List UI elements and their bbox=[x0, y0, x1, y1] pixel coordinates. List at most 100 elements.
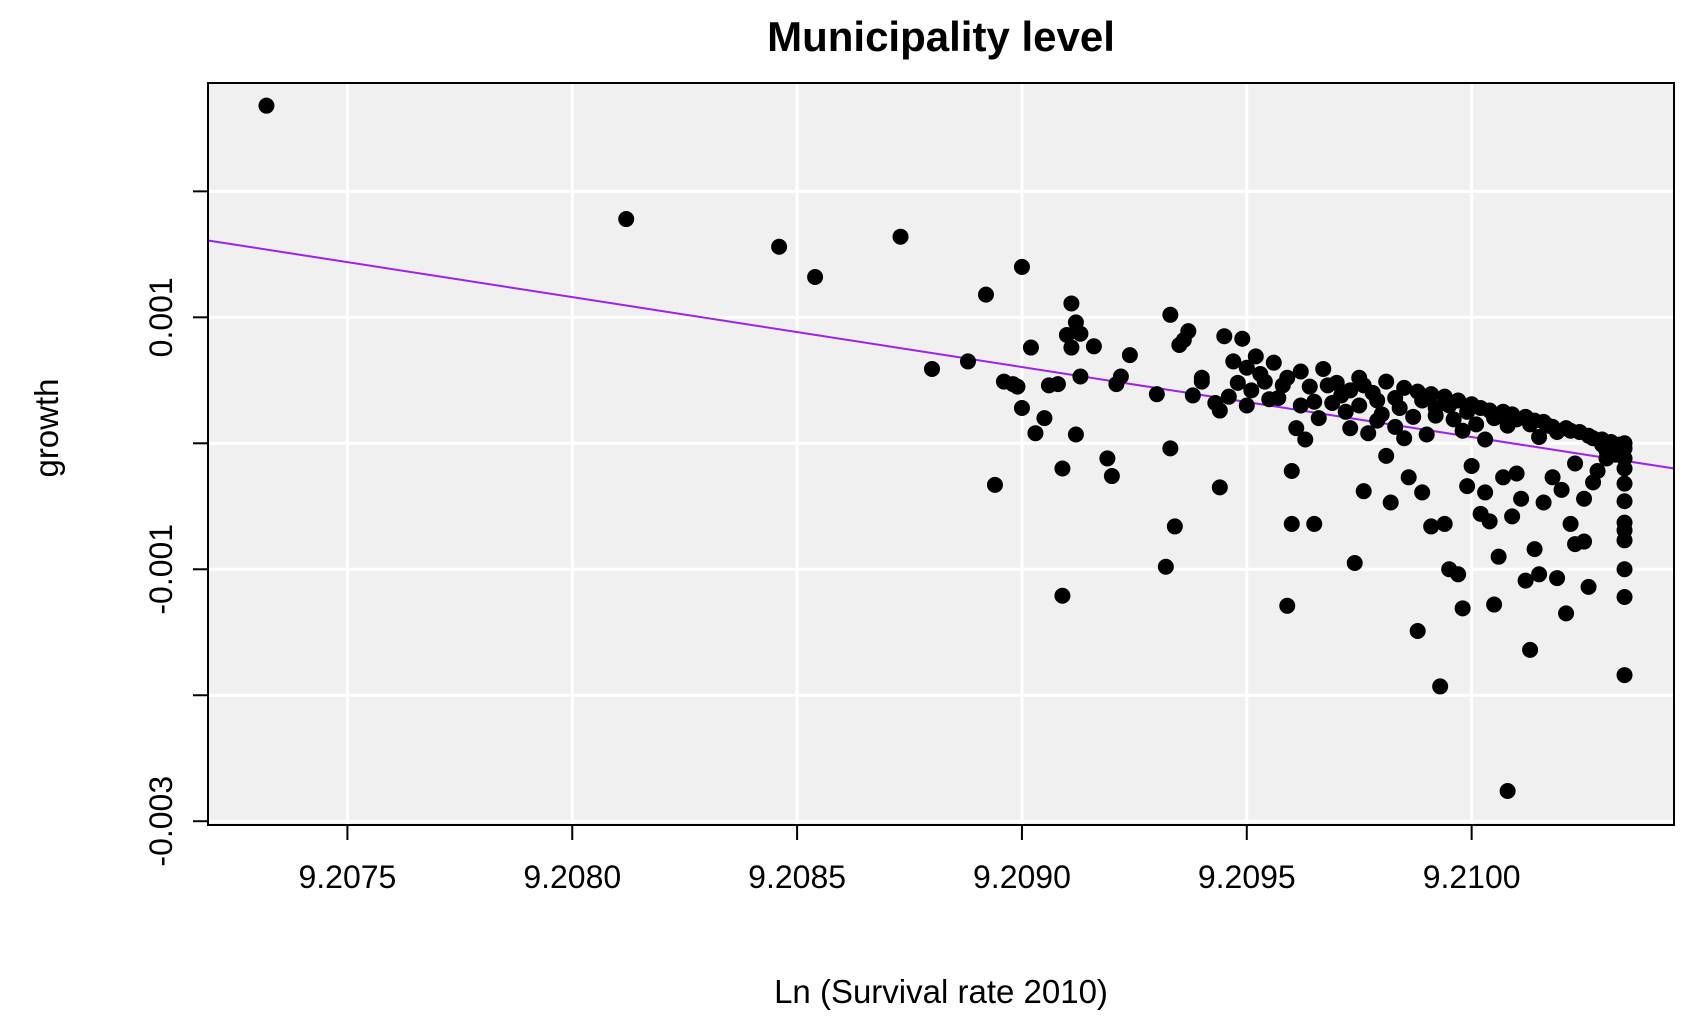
data-point bbox=[1247, 348, 1264, 365]
data-point bbox=[1342, 420, 1359, 437]
data-point bbox=[1522, 641, 1539, 658]
data-point bbox=[1423, 518, 1440, 535]
data-point bbox=[258, 97, 275, 114]
data-point bbox=[1099, 450, 1116, 467]
data-point bbox=[1049, 376, 1066, 393]
data-point bbox=[1009, 378, 1026, 395]
x-axis: 9.2075 9.2080 9.2085 9.2090 9.2095 9.2100 bbox=[298, 824, 1521, 895]
data-point bbox=[959, 353, 976, 370]
data-point bbox=[1306, 515, 1323, 532]
data-point bbox=[1256, 373, 1273, 390]
data-point bbox=[1162, 440, 1179, 457]
data-point bbox=[1279, 369, 1296, 386]
data-point bbox=[1454, 600, 1471, 617]
data-point bbox=[1526, 541, 1543, 558]
plot-panel bbox=[208, 83, 1674, 825]
y-axis-label: growth bbox=[28, 378, 65, 477]
data-point bbox=[1576, 490, 1593, 507]
data-point bbox=[1486, 596, 1503, 613]
data-point bbox=[1027, 425, 1044, 442]
data-point bbox=[1544, 469, 1561, 486]
data-point bbox=[1508, 465, 1525, 482]
data-point bbox=[1427, 400, 1444, 417]
x-tick-label: 9.2100 bbox=[1423, 859, 1521, 895]
data-point bbox=[1378, 447, 1395, 464]
data-point bbox=[1459, 478, 1476, 495]
data-points bbox=[258, 97, 1633, 799]
data-point bbox=[1468, 416, 1485, 433]
data-point bbox=[1013, 258, 1030, 275]
data-point bbox=[1387, 418, 1404, 435]
data-point bbox=[1112, 368, 1129, 385]
data-point bbox=[1121, 347, 1138, 364]
data-point bbox=[1517, 572, 1534, 589]
data-point bbox=[977, 286, 994, 303]
data-point bbox=[1549, 570, 1566, 587]
data-point bbox=[1477, 484, 1494, 501]
data-point bbox=[1234, 330, 1251, 347]
data-point bbox=[1463, 457, 1480, 474]
data-point bbox=[1400, 469, 1417, 486]
data-point bbox=[1022, 339, 1039, 356]
data-point bbox=[1531, 566, 1548, 583]
data-point bbox=[1072, 368, 1089, 385]
data-point bbox=[1216, 328, 1233, 345]
data-point bbox=[1531, 428, 1548, 445]
data-point bbox=[1396, 430, 1413, 447]
data-point bbox=[1580, 578, 1597, 595]
data-point bbox=[1391, 400, 1408, 417]
data-point bbox=[1616, 561, 1633, 578]
y-axis: -0.003 -0.001 0.001 bbox=[143, 190, 209, 867]
data-point bbox=[1535, 494, 1552, 511]
x-axis-label: Ln (Survival rate 2010) bbox=[774, 973, 1108, 1010]
data-point bbox=[1292, 363, 1309, 380]
data-point bbox=[1378, 373, 1395, 390]
data-point bbox=[1184, 387, 1201, 404]
y-tick-label: 0.001 bbox=[143, 277, 179, 357]
data-point bbox=[1283, 463, 1300, 480]
x-tick-label: 9.2095 bbox=[1198, 859, 1296, 895]
data-point bbox=[1148, 386, 1165, 403]
data-point bbox=[1589, 463, 1606, 480]
data-point bbox=[1369, 392, 1386, 409]
data-point bbox=[1450, 392, 1467, 409]
chart-title: Municipality level bbox=[767, 13, 1115, 60]
data-point bbox=[1382, 494, 1399, 511]
data-point bbox=[1616, 588, 1633, 605]
data-point bbox=[1103, 468, 1120, 485]
data-point bbox=[1373, 406, 1390, 423]
data-point bbox=[1436, 515, 1453, 532]
data-point bbox=[1072, 325, 1089, 342]
data-point bbox=[1562, 515, 1579, 532]
data-point bbox=[986, 476, 1003, 493]
data-point bbox=[1405, 408, 1422, 425]
data-point bbox=[1342, 382, 1359, 399]
data-point bbox=[1063, 295, 1080, 312]
data-point bbox=[1243, 382, 1260, 399]
data-point bbox=[1553, 481, 1570, 498]
data-point bbox=[1310, 410, 1327, 427]
data-point bbox=[1616, 475, 1633, 492]
data-point bbox=[1396, 379, 1413, 396]
data-point bbox=[1576, 533, 1593, 550]
x-tick-label: 9.2085 bbox=[748, 859, 846, 895]
data-point bbox=[618, 211, 635, 228]
data-point bbox=[1423, 386, 1440, 403]
data-point bbox=[1490, 548, 1507, 565]
data-point bbox=[1450, 566, 1467, 583]
data-point bbox=[1193, 369, 1210, 386]
data-point bbox=[1220, 388, 1237, 405]
data-point bbox=[1270, 389, 1287, 406]
data-point bbox=[1567, 455, 1584, 472]
data-point bbox=[1283, 515, 1300, 532]
x-tick-label: 9.2080 bbox=[523, 859, 621, 895]
data-point bbox=[1301, 378, 1318, 395]
data-point bbox=[1238, 359, 1255, 376]
data-point bbox=[1351, 397, 1368, 414]
data-point bbox=[1616, 532, 1633, 549]
data-point bbox=[1162, 306, 1179, 323]
data-point bbox=[1499, 782, 1516, 799]
data-point bbox=[1495, 469, 1512, 486]
data-point bbox=[1355, 483, 1372, 500]
